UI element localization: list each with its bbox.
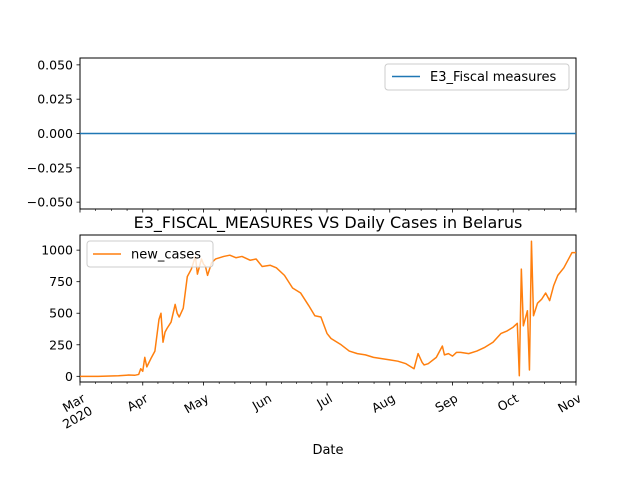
bottom-plot-frame [79,234,577,383]
new-cases-line [80,240,576,378]
chart-title: E3_FISCAL_MEASURES VS Daily Cases in Bel… [134,213,523,233]
top-y-tick-label: −0.050 [27,195,73,210]
top-y-tick-label: 0.025 [37,92,73,107]
bottom-y-tick-label: 750 [49,274,73,289]
x-axis-label: Date [312,443,343,458]
bottom-legend-label: new_cases [131,248,201,263]
top-subplot: −0.050 −0.025 0.000 0.025 0.050 E3_Fiscal me… [27,57,577,213]
bottom-legend-box [86,240,214,268]
bottom-x-tick-label: Jul [313,390,334,411]
top-y-axis: −0.050 −0.025 0.000 0.025 0.050 [27,57,80,210]
bottom-y-tick-label: 500 [49,306,73,321]
top-legend-box [384,63,570,91]
top-y-tick-label: 0.000 [37,126,73,141]
top-y-tick-label: −0.025 [27,160,73,175]
bottom-y-axis: 0 250 500 750 1000 [41,243,80,384]
top-x-axis-ticks [79,209,577,213]
top-legend: E3_Fiscal measures [384,63,570,91]
bottom-y-tick-label: 0 [65,369,73,384]
bottom-y-tick-label: 1000 [41,243,73,258]
top-legend-label: E3_Fiscal measures [430,70,556,85]
bottom-legend: new_cases [86,240,214,268]
bottom-y-tick-label: 250 [49,337,73,352]
top-y-tick-label: 0.050 [37,57,73,72]
bottom-series-lines [80,240,576,378]
